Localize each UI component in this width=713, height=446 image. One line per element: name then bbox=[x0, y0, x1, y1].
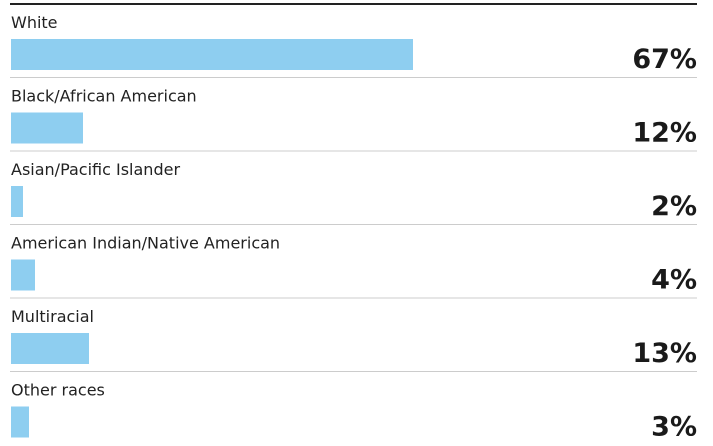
bar bbox=[11, 406, 29, 438]
category-label: Black/African American bbox=[11, 87, 197, 106]
bar bbox=[11, 186, 23, 217]
bar bbox=[11, 259, 35, 291]
category-label: American Indian/Native American bbox=[11, 234, 280, 253]
category-label: Other races bbox=[11, 381, 105, 400]
category-label: Multiracial bbox=[11, 307, 94, 326]
bar bbox=[11, 112, 83, 144]
value-label: 2% bbox=[651, 191, 697, 222]
value-label: 67% bbox=[632, 44, 697, 75]
value-label: 4% bbox=[651, 265, 697, 296]
value-label: 3% bbox=[651, 412, 697, 443]
value-label: 12% bbox=[632, 118, 697, 149]
bar bbox=[11, 333, 89, 364]
bar bbox=[11, 39, 413, 70]
category-label: Asian/Pacific Islander bbox=[11, 160, 180, 179]
category-label: White bbox=[11, 13, 58, 32]
value-label: 13% bbox=[632, 338, 697, 369]
